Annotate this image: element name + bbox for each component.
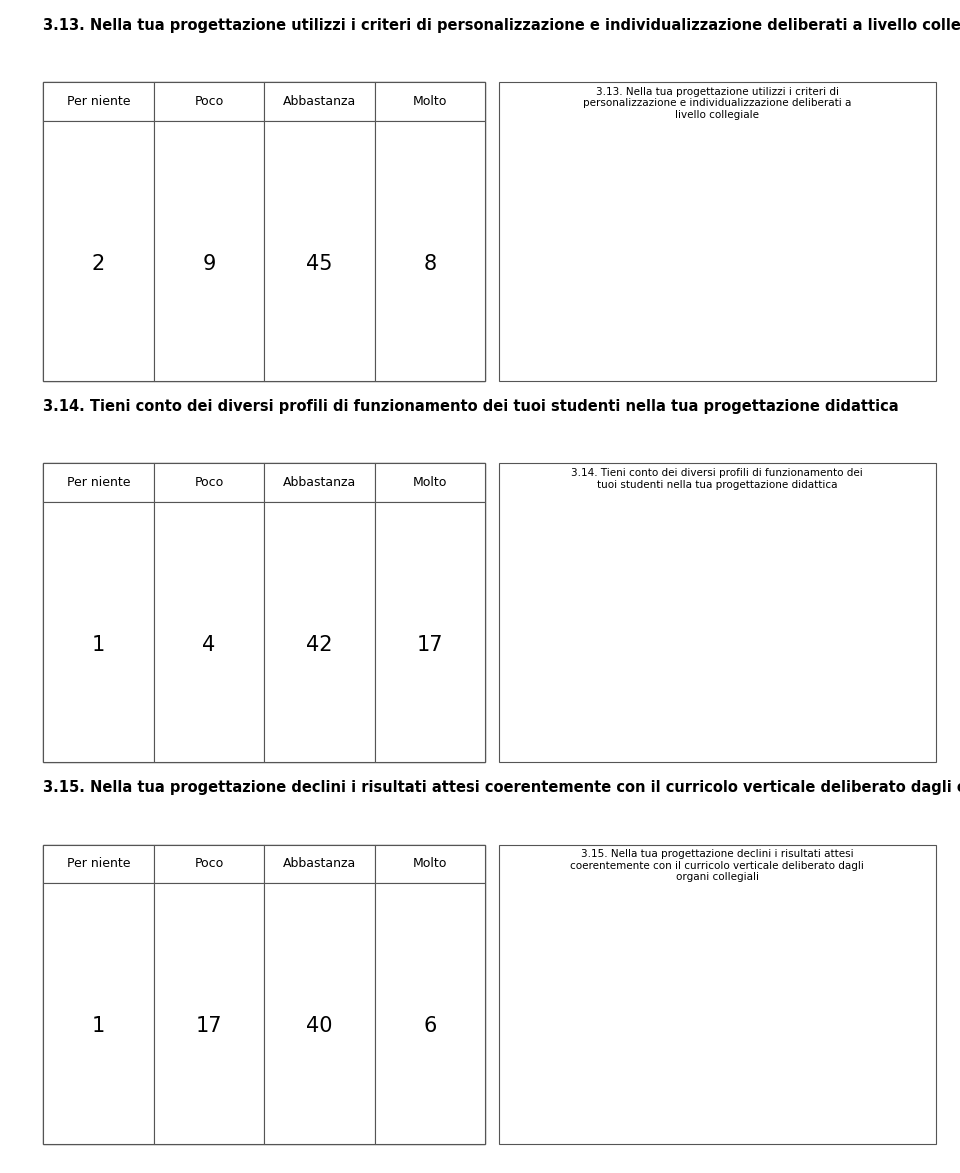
Wedge shape [715,952,787,1028]
Text: 17: 17 [196,1017,222,1037]
Wedge shape [708,571,717,642]
Text: 6: 6 [423,1017,437,1037]
Text: Abbastanza: Abbastanza [283,95,356,108]
Text: 2: 2 [92,255,105,274]
Wedge shape [671,952,717,1023]
Wedge shape [649,576,787,712]
Text: 65%: 65% [759,699,783,710]
Text: Poco: Poco [194,476,224,489]
Text: 2%: 2% [703,554,720,564]
Text: Molto: Molto [413,95,447,108]
Text: 3.13. Nella tua progettazione utilizzi i criteri di
personalizzazione e individu: 3.13. Nella tua progettazione utilizzi i… [583,87,852,120]
Text: Per niente: Per niente [66,857,131,870]
Text: 17: 17 [417,636,444,656]
Wedge shape [708,190,723,260]
Text: 42: 42 [306,636,333,656]
Wedge shape [715,571,743,642]
Wedge shape [647,217,787,331]
Text: 14%: 14% [746,183,771,194]
Text: 27%: 27% [636,589,661,598]
Text: 4: 4 [203,636,216,656]
Text: 3.15. Nella tua progettazione declini i risultati attesi coerentemente con il cu: 3.15. Nella tua progettazione declini i … [43,780,960,795]
Legend: Per niente, Poco, Abbastanza, Molto: Per niente, Poco, Abbastanza, Molto [606,746,828,764]
Text: 3.13. Nella tua progettazione utilizzi i criteri di personalizzazione e individu: 3.13. Nella tua progettazione utilizzi i… [43,18,960,33]
Text: 45: 45 [306,255,333,274]
Text: 70%: 70% [703,339,728,348]
Wedge shape [708,952,717,1023]
Text: 3%: 3% [707,172,724,182]
Text: 2%: 2% [703,935,720,945]
Text: Abbastanza: Abbastanza [283,476,356,489]
Text: 3.15. Nella tua progettazione declini i risultati attesi
coerentemente con il cu: 3.15. Nella tua progettazione declini i … [570,849,864,882]
Text: 3.14. Tieni conto dei diversi profili di funzionamento dei
tuoi studenti nella t: 3.14. Tieni conto dei diversi profili di… [571,468,863,489]
Text: 13%: 13% [664,183,688,194]
Text: 1: 1 [92,636,105,656]
Text: 6%: 6% [723,555,740,565]
Wedge shape [647,970,787,1093]
Text: 1: 1 [92,1017,105,1037]
Text: 8: 8 [423,255,437,274]
Wedge shape [647,571,717,657]
Wedge shape [661,190,717,260]
Legend: Per niente, Poco, Abbastanza, Molto: Per niente, Poco, Abbastanza, Molto [606,1127,828,1145]
Text: 9%: 9% [675,942,692,952]
Text: Molto: Molto [413,476,447,489]
Text: 9: 9 [203,255,216,274]
Text: Molto: Molto [413,857,447,870]
Text: 3.14. Tieni conto dei diversi profili di funzionamento dei tuoi studenti nella t: 3.14. Tieni conto dei diversi profili di… [43,399,899,414]
Legend: Per niente, Poco, Abbastanza, Molto: Per niente, Poco, Abbastanza, Molto [606,365,828,382]
Text: Per niente: Per niente [66,476,131,489]
Wedge shape [717,190,775,260]
Text: 40: 40 [306,1017,333,1037]
Text: 27%: 27% [765,961,790,970]
Text: Per niente: Per niente [66,95,131,108]
Text: 62%: 62% [667,1092,692,1101]
Text: Abbastanza: Abbastanza [283,857,356,870]
Text: Poco: Poco [194,95,224,108]
Text: Poco: Poco [194,857,224,870]
